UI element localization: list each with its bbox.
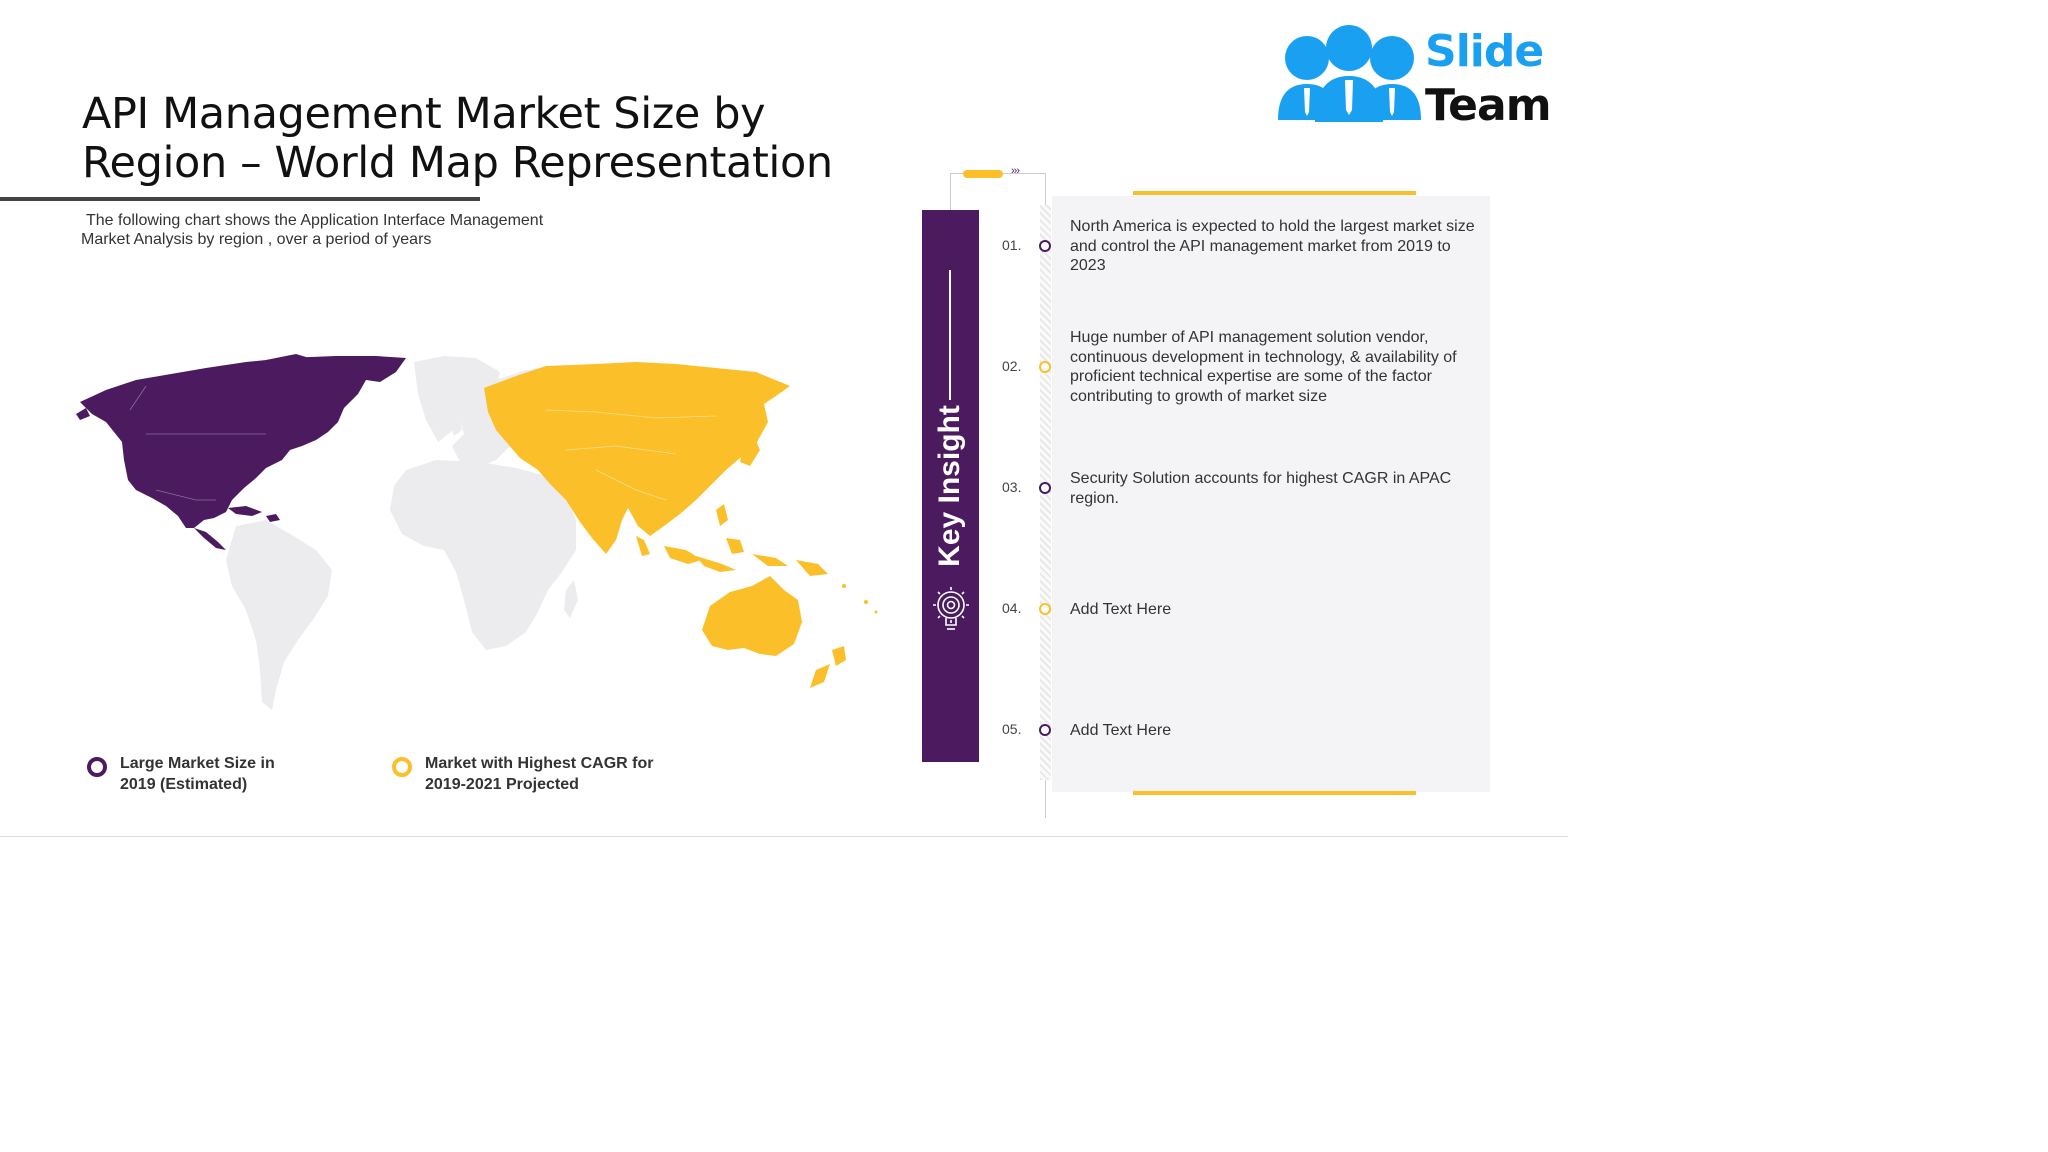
map-iceland [442,390,464,402]
people-group-icon [1278,25,1421,122]
insights-panel [1052,196,1490,792]
legend-large-market-line-2: 2019 (Estimated) [120,776,248,793]
insight-5-number: 05. [1002,721,1022,737]
insight-3-marker-icon [1039,482,1051,494]
page-title: API Management Market Size by Region – W… [82,90,902,188]
map-madagascar [564,580,578,618]
footer-divider [0,836,1568,837]
key-insight-divider [949,270,951,400]
title-line-1: API Management Market Size by [82,89,766,139]
insight-1-number: 01. [1002,237,1022,253]
insight-4-number: 04. [1002,600,1022,616]
world-map [76,354,878,710]
legend-highest-cagr-line-2: 2019-2021 Projected [425,776,579,793]
panel-top-accent [1133,191,1416,195]
insight-2-text: Huge number of API management solution v… [1070,329,1457,405]
map-south-america [226,520,332,710]
map-asia-borders [545,409,717,501]
chevrons-icon: ››› [1011,165,1020,177]
legend-dot-purple-icon [87,757,107,777]
key-insight-label: Key Insight [933,405,966,567]
insight-4-marker-icon [1039,603,1051,615]
logo-word-slide: Slide [1425,26,1544,77]
legend-item-highest-cagr: Market with Highest CAGR for 2019-2021 P… [392,753,653,795]
logo-word-team: Team [1425,80,1552,131]
title-underline [0,197,480,201]
subtitle: The following chart shows the Applicatio… [81,211,621,249]
insight-1-marker-icon [1039,240,1051,252]
map-north-america [76,354,406,550]
legend-highest-cagr-line-1: Market with Highest CAGR for [425,755,654,772]
legend-dot-yellow-icon [392,757,412,777]
panel-bottom-accent [1133,791,1416,795]
map-asia-pacific [484,362,878,688]
title-line-2: Region – World Map Representation [82,138,833,188]
insight-5-text: Add Text Here [1070,722,1172,739]
insight-4-text: Add Text Here [1070,601,1172,618]
map-africa [390,460,576,650]
legend-large-market-line-1: Large Market Size in [120,755,275,772]
bracket-left-line [950,173,951,210]
legend-item-large-market: Large Market Size in 2019 (Estimated) [87,753,275,795]
insight-2-marker-icon [1039,361,1051,373]
lightbulb-gear-icon [933,587,969,630]
subtitle-line-2: Market Analysis by region , over a perio… [81,231,432,248]
insight-3-number: 03. [1002,479,1022,495]
insight-2-number: 02. [1002,358,1022,374]
accent-pill [963,170,1003,178]
legend-label-large-market: Large Market Size in 2019 (Estimated) [120,753,275,795]
map-uk [450,412,462,436]
insight-3-text: Security Solution accounts for highest C… [1070,470,1452,507]
map-na-borders [129,385,266,501]
insight-1-text: North America is expected to hold the la… [1070,218,1475,274]
slideteam-logo: Slide Team [1272,22,1552,132]
insight-5-marker-icon [1039,724,1051,736]
subtitle-line-1: The following chart shows the Applicatio… [86,212,544,229]
legend-label-highest-cagr: Market with Highest CAGR for 2019-2021 P… [425,753,653,795]
